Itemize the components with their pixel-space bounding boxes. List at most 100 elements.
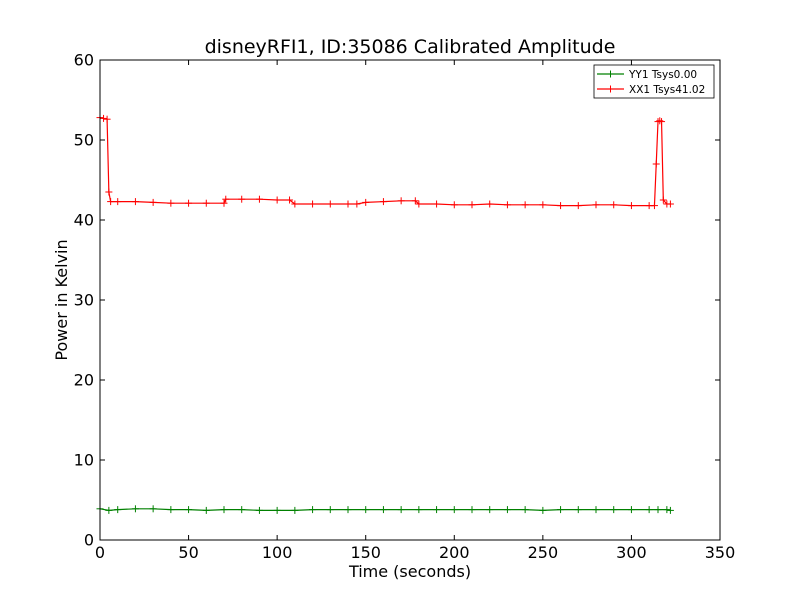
data-point — [167, 506, 175, 514]
data-point — [114, 198, 122, 206]
data-point — [397, 506, 405, 514]
data-point — [652, 160, 660, 168]
data-point — [486, 506, 494, 514]
data-point — [574, 506, 582, 514]
data-point — [666, 200, 674, 208]
data-point — [521, 506, 529, 514]
plot-area — [100, 60, 720, 540]
data-point — [411, 197, 419, 205]
data-point — [610, 506, 618, 514]
series-xx1 — [96, 114, 674, 210]
data-point — [220, 199, 228, 207]
data-point — [149, 198, 157, 206]
data-point — [539, 201, 547, 209]
x-tick-label: 350 — [705, 543, 736, 562]
data-point — [645, 506, 653, 514]
data-point — [291, 200, 299, 208]
data-point — [273, 196, 281, 204]
data-point — [557, 506, 565, 514]
data-point — [433, 506, 441, 514]
data-point — [659, 196, 667, 204]
data-point — [592, 506, 600, 514]
data-point — [149, 505, 157, 513]
data-point — [503, 201, 511, 209]
data-point — [379, 506, 387, 514]
data-point — [503, 506, 511, 514]
data-point — [468, 506, 476, 514]
data-point — [103, 115, 111, 123]
data-point — [379, 198, 387, 206]
y-tick-label: 0 — [84, 531, 94, 550]
x-tick-label: 150 — [350, 543, 381, 562]
data-point — [202, 199, 210, 207]
legend: YY1 Tsys0.00 XX1 Tsys41.02 — [593, 64, 715, 99]
data-point — [131, 198, 139, 206]
data-point — [539, 506, 547, 514]
data-point — [433, 200, 441, 208]
data-point — [238, 195, 246, 203]
data-point — [100, 114, 108, 122]
data-point — [222, 195, 230, 203]
legend-entries: YY1 Tsys0.00 XX1 Tsys41.02 — [597, 69, 705, 96]
data-point — [658, 118, 666, 126]
y-tick-label: 60 — [74, 51, 94, 70]
data-point — [627, 202, 635, 210]
x-tick-label: 0 — [95, 543, 105, 562]
data-point — [468, 201, 476, 209]
legend-entry: XX1 Tsys41.02 — [597, 84, 705, 96]
data-point — [220, 506, 228, 514]
data-point — [326, 506, 334, 514]
data-point — [654, 506, 662, 514]
data-point — [397, 197, 405, 205]
y-tick-label: 40 — [74, 211, 94, 230]
data-point — [114, 506, 122, 514]
data-point — [663, 506, 671, 514]
axes-layer: 0 50 100 150 200 250 300 350 0 10 20 30 40 50 60 — [74, 51, 736, 563]
legend-label: YY1 Tsys0.00 — [628, 69, 697, 81]
data-point — [326, 200, 334, 208]
data-point — [574, 202, 582, 210]
data-point — [273, 506, 281, 514]
data-point — [415, 200, 423, 208]
chart-title: disneyRFI1, ID:35086 Calibrated Amplitud… — [205, 36, 616, 58]
data-point — [450, 506, 458, 514]
legend-box — [593, 64, 715, 99]
data-point — [344, 506, 352, 514]
data-point — [521, 201, 529, 209]
data-point — [353, 200, 361, 208]
data-point — [415, 506, 423, 514]
data-point — [627, 506, 635, 514]
data-point — [592, 201, 600, 209]
data-point — [309, 200, 317, 208]
data-point — [105, 188, 113, 196]
data-point — [238, 506, 246, 514]
x-axis-label: Time (seconds) — [348, 562, 471, 581]
data-point — [185, 199, 193, 207]
data-point — [291, 506, 299, 514]
x-tick-label: 200 — [439, 543, 470, 562]
y-tick-label: 20 — [74, 371, 94, 390]
x-tick-label: 50 — [178, 543, 198, 562]
data-point — [107, 198, 115, 206]
data-point — [105, 506, 113, 514]
y-tick-label: 10 — [74, 451, 94, 470]
data-point — [255, 195, 263, 203]
data-point — [610, 201, 618, 209]
x-tick-label: 300 — [616, 543, 647, 562]
y-tick-label: 50 — [74, 131, 94, 150]
data-point — [202, 506, 210, 514]
data-point — [286, 196, 294, 204]
y-axis-label: Power in Kelvin — [52, 239, 71, 360]
data-point — [666, 506, 674, 514]
data-point — [362, 198, 370, 206]
data-point — [450, 201, 458, 209]
data-point — [656, 117, 664, 125]
legend-label: XX1 Tsys41.02 — [629, 84, 705, 96]
data-point — [255, 506, 263, 514]
data-point — [131, 505, 139, 513]
data-point — [309, 506, 317, 514]
data-point — [344, 200, 352, 208]
legend-entry: YY1 Tsys0.00 — [597, 69, 697, 81]
data-point — [185, 506, 193, 514]
